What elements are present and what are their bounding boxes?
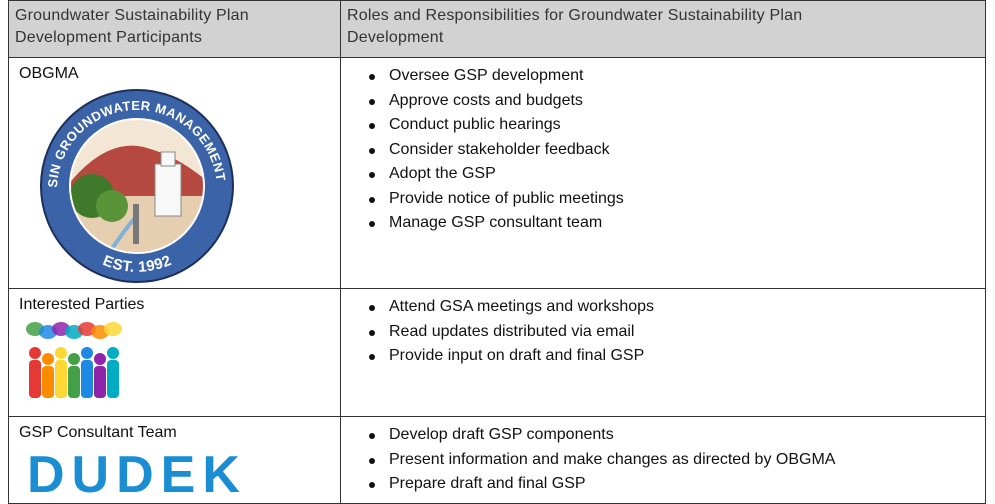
figure-shape — [94, 353, 106, 365]
figure-shape — [81, 360, 93, 398]
company-logo: DUDEK — [27, 446, 247, 504]
roles-list: Attend GSA meetings and workshops Read up… — [341, 295, 985, 369]
roles-table: Groundwater Sustainability Plan Developm… — [8, 0, 986, 504]
participant-name: GSP Consultant Team — [19, 424, 177, 441]
figure-shape — [104, 322, 122, 336]
roles-cell: Develop draft GSP components Present info… — [340, 416, 986, 504]
seal-logo: OJAI BASIN GROUNDWATER MANAGEMENT AGENCY… — [37, 86, 234, 283]
figure-shape — [29, 347, 41, 359]
figure-shape — [107, 347, 119, 359]
role-item: Provide input on draft and final GSP — [369, 344, 985, 369]
participant-cell: Interested Parties — [8, 288, 341, 417]
figure-shape — [81, 347, 93, 359]
figure-shape — [68, 366, 80, 398]
figure-shape — [42, 366, 54, 398]
roles-cell: Oversee GSP development Approve costs and… — [340, 57, 986, 289]
figure-shape — [107, 360, 119, 398]
role-item: Adopt the GSP — [369, 162, 985, 187]
seal-est-path: EST. 1992 — [100, 252, 173, 276]
figure-shape — [55, 347, 67, 359]
participant-name: Interested Parties — [19, 296, 145, 313]
role-item: Present information and make changes as … — [369, 448, 985, 473]
roles-cell: Attend GSA meetings and workshops Read up… — [340, 288, 986, 417]
role-item: Develop draft GSP components — [369, 423, 985, 448]
people-icon — [26, 322, 122, 398]
figure-shape — [94, 366, 106, 398]
role-item: Attend GSA meetings and workshops — [369, 295, 985, 320]
role-item: Approve costs and budgets — [369, 89, 985, 114]
figure-shape — [55, 360, 67, 398]
participant-cell: OBGMA — [8, 57, 341, 289]
participant-cell: GSP Consultant Team DUDEK — [8, 416, 341, 504]
row: OBGMA — [8, 57, 986, 289]
role-item: Oversee GSP development — [369, 64, 985, 89]
header-cell: Groundwater Sustainability Plan Developm… — [8, 0, 341, 58]
row: Interested Parties Attend GSA meetings a… — [8, 288, 986, 417]
figure-shape — [42, 353, 54, 365]
header-cell: Roles and Responsibilities for Groundwat… — [340, 0, 986, 58]
figure-shape — [29, 360, 41, 398]
figure-shape — [68, 353, 80, 365]
header-row: Groundwater Sustainability Plan Developm… — [8, 0, 986, 58]
row: GSP Consultant Team DUDEK Develop draft … — [8, 416, 986, 504]
role-item: Manage GSP consultant team — [369, 211, 985, 236]
header-text: Groundwater Sustainability Plan Developm… — [15, 7, 249, 46]
roles-list: Oversee GSP development Approve costs and… — [341, 64, 985, 236]
role-item: Prepare draft and final GSP — [369, 472, 985, 497]
role-item: Read updates distributed via email — [369, 320, 985, 345]
seal-est-text: EST. 1992 — [100, 252, 173, 276]
role-item: Provide notice of public meetings — [369, 187, 985, 212]
role-item: Consider stakeholder feedback — [369, 138, 985, 163]
roles-list: Develop draft GSP components Present info… — [341, 423, 985, 497]
role-item: Conduct public hearings — [369, 113, 985, 138]
header-text: Roles and Responsibilities for Groundwat… — [347, 7, 803, 46]
participant-name: OBGMA — [19, 65, 79, 82]
